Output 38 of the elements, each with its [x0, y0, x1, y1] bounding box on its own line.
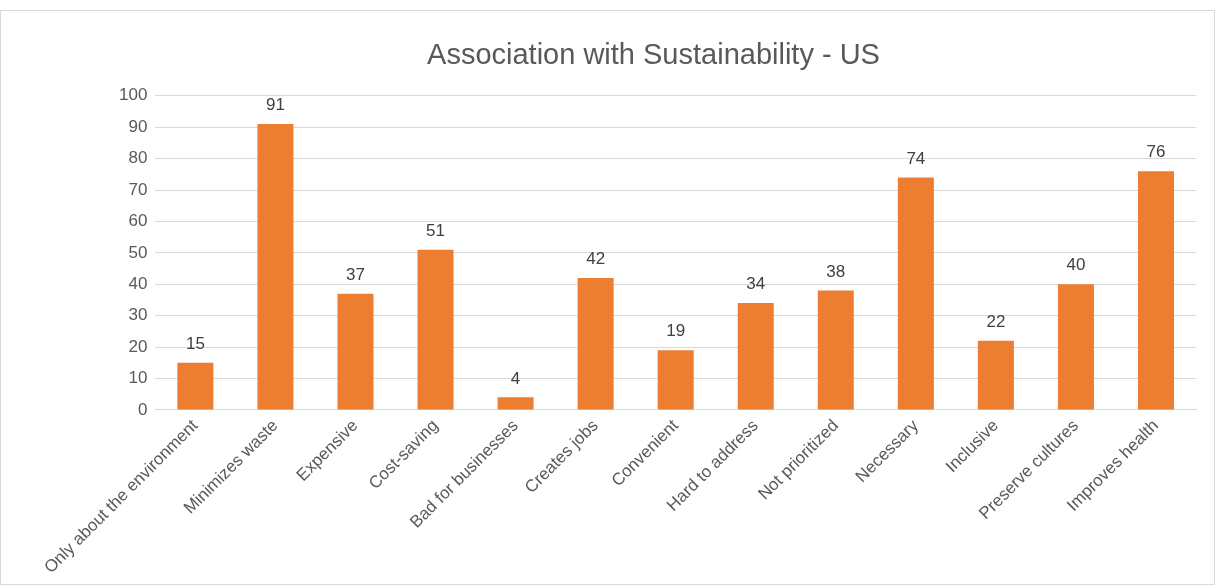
y-tick-label: 10	[128, 368, 148, 388]
y-tick-label: 30	[128, 305, 148, 325]
y-tick-label: 50	[128, 242, 148, 262]
bar	[417, 249, 454, 410]
data-label: 42	[586, 249, 606, 269]
bar	[1057, 284, 1094, 410]
data-label: 22	[986, 311, 1006, 331]
bar	[977, 340, 1014, 410]
data-label: 4	[510, 368, 521, 388]
y-tick-label: 100	[118, 85, 148, 105]
bar	[577, 277, 614, 410]
y-tick-label: 80	[128, 148, 148, 168]
bar	[337, 293, 374, 410]
y-tick-label: 0	[137, 399, 148, 419]
y-tick-label: 60	[128, 211, 148, 231]
data-label: 74	[906, 148, 926, 168]
data-label: 76	[1146, 142, 1166, 162]
data-label: 19	[666, 321, 686, 341]
data-label: 91	[265, 95, 285, 115]
data-label: 37	[346, 264, 365, 284]
data-label: 40	[1066, 255, 1086, 275]
y-tick-label: 40	[128, 273, 148, 293]
data-label: 38	[826, 261, 846, 281]
data-label: 15	[185, 333, 205, 353]
y-tick-label: 90	[128, 116, 148, 136]
chart-title: Association with Sustainability - US	[427, 38, 880, 71]
bar	[817, 290, 854, 410]
bar	[897, 177, 934, 410]
data-label: 51	[426, 220, 445, 240]
bar	[177, 362, 214, 410]
bar	[497, 397, 534, 410]
bar	[737, 303, 774, 410]
bar	[657, 350, 694, 410]
y-tick-label: 20	[128, 336, 148, 356]
y-tick-label: 70	[128, 179, 148, 199]
data-label: 34	[746, 274, 766, 294]
bar	[1137, 171, 1174, 410]
bar	[257, 124, 294, 410]
